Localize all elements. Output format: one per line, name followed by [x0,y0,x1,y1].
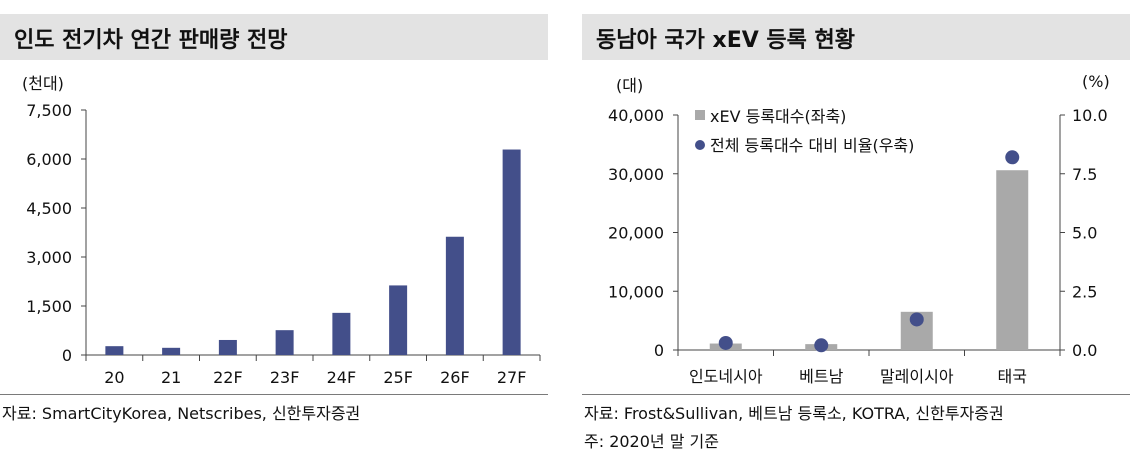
left-y-tick-label: 4,500 [26,199,72,218]
left-x-tick-label: 27F [497,368,527,387]
legend-bar-label: xEV 등록대수(좌축) [710,107,846,126]
right-source: 자료: Frost&Sullivan, 베트남 등록소, KOTRA, 신한투자… [584,404,1004,423]
right-y-unit-right: (%) [1082,72,1110,91]
left-bar-26F [445,236,464,355]
left-y-tick-label: 0 [62,346,72,365]
left-y-tick-label: 6,000 [26,150,72,169]
left-x-tick-label: 22F [213,368,243,387]
right-left-y-tick-label: 20,000 [608,224,664,243]
left-bar-23F [275,330,294,355]
right-dot-말레이시아 [909,312,924,327]
right-x-tick-label: 말레이시아 [880,367,954,386]
right-right-y-tick-label: 10.0 [1072,106,1108,125]
right-left-y-tick-label: 30,000 [608,165,664,184]
sea-xev-chart: 0 10,000 20,000 30,000 40,000 0.0 2.5 5.0 7.5 10.… [608,106,1108,386]
left-bar-20 [105,346,124,355]
left-bar-24F [332,312,351,355]
sea-xev-panel: 동남아 국가 xEV 등록 현황 (대) (%) 0 10,000 20,000 30… [582,0,1130,457]
legend-bar-swatch [695,110,705,120]
left-x-tick-label: 26F [440,368,470,387]
right-dot-인도네시아 [718,335,733,350]
right-right-y-tick-label: 7.5 [1072,165,1097,184]
right-y-unit-left: (대) [616,76,644,95]
right-note: 주: 2020년 말 기준 [584,432,719,451]
left-source-divider [0,394,548,395]
right-x-tick-label: 태국 [998,367,1027,386]
right-right-y-tick-label: 5.0 [1072,224,1097,243]
left-title-bar: 인도 전기차 연간 판매량 전망 [0,14,548,60]
right-x-tick-label: 인도네시아 [689,367,763,386]
left-x-tick-label: 23F [270,368,300,387]
right-dot-태국 [1005,150,1020,165]
right-bar-태국 [996,170,1029,350]
right-left-y-tick-label: 10,000 [608,282,664,301]
left-bar-25F [389,285,408,355]
left-source: 자료: SmartCityKorea, Netscribes, 신한투자증권 [2,404,361,423]
left-bar-27F [502,149,521,355]
india-ev-panel: 인도 전기차 연간 판매량 전망 (천대) 0 1,500 3,000 4,500 6,… [0,0,548,457]
left-x-tick-label: 20 [104,368,124,387]
left-y-unit: (천대) [22,74,64,93]
left-x-tick-label: 25F [383,368,413,387]
left-x-tick-label: 24F [327,368,357,387]
left-bar-22F [218,339,237,355]
right-left-y-tick-label: 0 [654,341,664,360]
left-chart-title: 인도 전기차 연간 판매량 전망 [14,28,288,53]
left-y-tick-label: 7,500 [26,101,72,120]
right-right-y-tick-label: 0.0 [1072,341,1097,360]
right-x-tick-label: 베트남 [799,367,843,386]
right-title-bar: 동남아 국가 xEV 등록 현황 [582,14,1130,60]
left-bar-21 [162,347,181,355]
left-y-tick-label: 3,000 [26,248,72,267]
left-x-tick-label: 21 [161,368,181,387]
legend-dot-label: 전체 등록대수 대비 비율(우축) [710,136,914,155]
india-ev-sales-chart: 0 1,500 3,000 4,500 6,000 7,500 20 21 22F 23F 24F 2… [26,101,541,387]
right-dot-베트남 [814,338,829,353]
right-right-y-tick-label: 2.5 [1072,282,1097,301]
left-y-tick-label: 1,500 [26,297,72,316]
right-chart-title: 동남아 국가 xEV 등록 현황 [596,28,856,53]
legend-dot-swatch [695,140,705,150]
right-left-y-tick-label: 40,000 [608,106,664,125]
right-source-divider [582,394,1130,395]
